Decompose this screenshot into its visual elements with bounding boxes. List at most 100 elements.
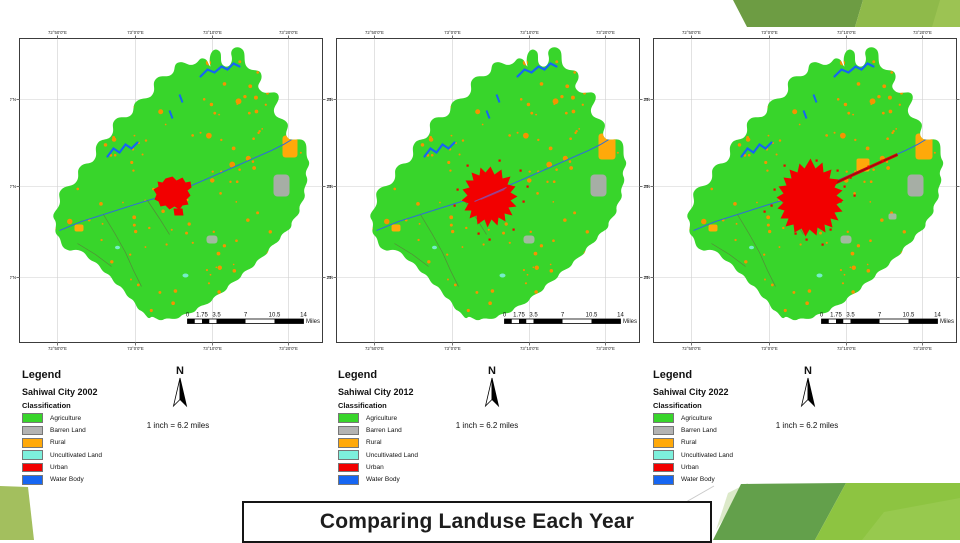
legend-item-barren-land: Barren Land — [653, 425, 778, 436]
svg-text:7: 7 — [878, 313, 882, 319]
north-arrow-2022: N — [795, 363, 821, 409]
legend-item-water-body: Water Body — [653, 475, 778, 485]
svg-text:73°10'0"E: 73°10'0"E — [203, 30, 222, 35]
graticule-labels: 72°50'0"E 72°50'0"E 73°0'0"E 73°0'0"E 73°10'… — [327, 30, 649, 351]
svg-text:73°20'0"E: 73°20'0"E — [279, 346, 298, 351]
legend-item-agriculture: Agriculture — [653, 413, 778, 423]
svg-text:0: 0 — [186, 313, 190, 319]
svg-text:73°0'0"E: 73°0'0"E — [127, 346, 144, 351]
legend-map-title: Sahiwal City 2022 — [653, 387, 729, 397]
rural-swatch — [22, 438, 43, 448]
barren-land-swatch — [22, 425, 43, 436]
legend-map-title: Sahiwal City 2002 — [22, 387, 98, 397]
svg-text:7: 7 — [244, 313, 248, 319]
legend-items: Agriculture Barren Land Rural Uncultivated … — [653, 413, 778, 485]
legend-item-uncultivated-land: Uncultivated Land — [338, 450, 463, 460]
uncultivated-land-swatch — [653, 450, 674, 460]
decor-top-right-light — [932, 0, 960, 27]
svg-text:72°50'0"E: 72°50'0"E — [48, 30, 67, 35]
svg-text:72°50'0"E: 72°50'0"E — [682, 346, 701, 351]
slide-title-box: Comparing Landuse Each Year — [242, 501, 712, 543]
svg-text:30°50'0"N: 30°50'0"N — [644, 97, 650, 102]
urban-area — [453, 159, 529, 241]
urban-blob — [153, 176, 192, 216]
svg-text:14: 14 — [617, 313, 624, 319]
svg-text:73°20'0"E: 73°20'0"E — [596, 30, 615, 35]
svg-text:3.5: 3.5 — [529, 313, 538, 319]
uncultivated-land-swatch — [22, 450, 43, 460]
north-label: N — [804, 365, 812, 377]
svg-text:72°50'0"E: 72°50'0"E — [682, 30, 701, 35]
svg-text:30°40'0"N: 30°40'0"N — [327, 184, 333, 189]
slide-title: Comparing Landuse Each Year — [319, 510, 635, 533]
svg-text:Miles: Miles — [306, 319, 320, 325]
legend-item-label: Agriculture — [50, 414, 82, 422]
scale-text: 1 inch = 6.2 miles — [775, 421, 839, 430]
legend-item-rural: Rural — [22, 438, 147, 448]
agriculture-swatch — [22, 413, 43, 423]
svg-text:10.5: 10.5 — [269, 313, 281, 319]
svg-text:73°10'0"E: 73°10'0"E — [203, 346, 222, 351]
svg-text:30°50'0"N: 30°50'0"N — [327, 97, 333, 102]
svg-text:30°40'0"N: 30°40'0"N — [644, 184, 650, 189]
svg-text:0: 0 — [820, 313, 824, 319]
scale-text: 1 inch = 6.2 miles — [146, 421, 210, 430]
north-arrow-left-half — [484, 377, 493, 408]
legend-classification-label: Classification — [338, 401, 387, 410]
svg-text:14: 14 — [934, 313, 941, 319]
legend-item-water-body: Water Body — [22, 475, 147, 485]
water-body-swatch — [22, 475, 43, 485]
decor-top-right-dark — [733, 0, 863, 27]
uncultivated-land-swatch — [338, 450, 359, 460]
svg-text:7: 7 — [561, 313, 565, 319]
north-arrow-2002: N — [167, 363, 193, 409]
legend-item-label: Uncultivated Land — [366, 451, 419, 459]
north-label: N — [176, 365, 184, 377]
svg-text:73°20'0"E: 73°20'0"E — [279, 30, 298, 35]
legend-item-label: Barren Land — [50, 426, 86, 434]
svg-text:30°30'0"N: 30°30'0"N — [644, 275, 650, 280]
decor-bottom-right-bright — [815, 483, 960, 540]
map-panel-2012: 72°50'0"E 72°50'0"E 73°0'0"E 73°0'0"E 73°10'… — [327, 27, 649, 351]
svg-text:73°0'0"E: 73°0'0"E — [761, 346, 778, 351]
legend-item-agriculture: Agriculture — [22, 413, 147, 423]
svg-text:73°10'0"E: 73°10'0"E — [837, 346, 856, 351]
svg-text:30°40'0"N: 30°40'0"N — [644, 184, 650, 189]
svg-text:30°50'0"N: 30°50'0"N — [327, 97, 333, 102]
svg-text:30°30'0"N: 30°30'0"N — [327, 275, 333, 280]
urban-area — [763, 153, 899, 246]
svg-text:73°0'0"E: 73°0'0"E — [127, 30, 144, 35]
rural-swatch — [653, 438, 674, 448]
svg-text:30°50'0"N: 30°50'0"N — [644, 97, 650, 102]
legend-item-label: Agriculture — [366, 414, 398, 422]
barren-land-swatch — [338, 425, 359, 436]
legend-item-label: Barren Land — [681, 426, 717, 434]
svg-text:73°10'0"E: 73°10'0"E — [837, 30, 856, 35]
barren-land-swatch — [653, 425, 674, 436]
decor-bottom-right-pale — [716, 483, 748, 530]
svg-text:72°50'0"E: 72°50'0"E — [365, 30, 384, 35]
svg-text:73°0'0"E: 73°0'0"E — [444, 30, 461, 35]
agriculture-swatch — [338, 413, 359, 423]
svg-text:73°20'0"E: 73°20'0"E — [913, 30, 932, 35]
legend-item-barren-land: Barren Land — [22, 425, 147, 436]
svg-text:73°20'0"E: 73°20'0"E — [596, 346, 615, 351]
agriculture-swatch — [653, 413, 674, 423]
svg-text:10.5: 10.5 — [586, 313, 598, 319]
legend-item-label: Rural — [50, 439, 66, 447]
urban-blob — [776, 158, 844, 237]
svg-text:Miles: Miles — [623, 319, 637, 325]
north-arrow-left-half — [172, 377, 181, 408]
legend-heading: Legend — [22, 369, 62, 381]
legend-item-label: Urban — [50, 464, 68, 472]
legend-map-title: Sahiwal City 2012 — [338, 387, 414, 397]
decor-bottom-right-highlight — [862, 498, 960, 540]
svg-text:0: 0 — [503, 313, 507, 319]
svg-text:30°50'0"N: 30°50'0"N — [10, 97, 16, 102]
svg-text:30°40'0"N: 30°40'0"N — [327, 184, 333, 189]
legend-2012: Legend Sahiwal City 2012 Classification … — [338, 369, 463, 485]
decor-seam-line — [685, 485, 715, 503]
legend-item-label: Water Body — [681, 476, 715, 484]
